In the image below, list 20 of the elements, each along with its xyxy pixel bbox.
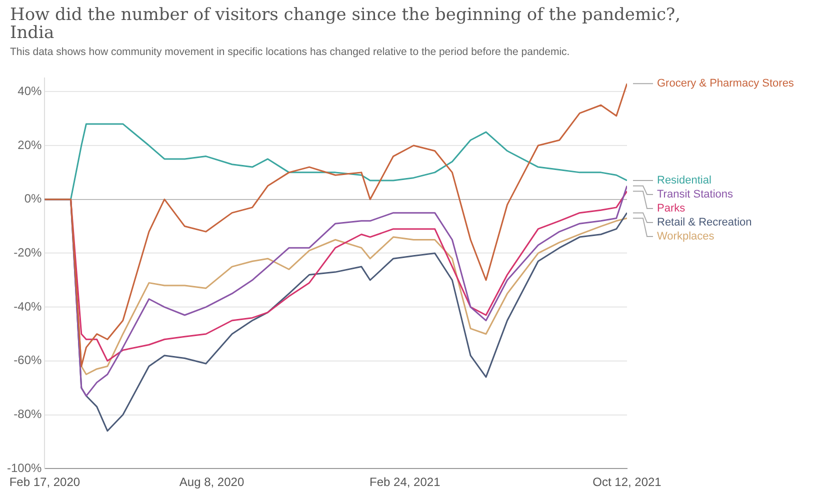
- y-tick-label: -80%: [14, 407, 42, 422]
- y-tick-label: 0%: [24, 192, 42, 206]
- y-tick-label: 40%: [18, 84, 42, 98]
- chart-title: How did the number of visitors change since the beginning of the pandemic?, India: [10, 5, 682, 43]
- x-tick-label: Oct 12, 2021: [592, 475, 662, 490]
- x-tick-label: Feb 24, 2021: [370, 475, 441, 490]
- text: Workplaces: [657, 230, 715, 243]
- text: Parks: [657, 202, 686, 215]
- y-tick-label: -20%: [14, 246, 42, 260]
- chart-subtitle: This data shows how community movement in specific locations has changed relative to the period before the pandemic.: [10, 46, 571, 58]
- text: Transit Stations: [657, 188, 734, 201]
- x-tick-label: Aug 8, 2020: [179, 475, 244, 490]
- y-tick-label: 20%: [18, 138, 42, 152]
- x-tick-label: Feb 17, 2020: [9, 475, 80, 490]
- text: Grocery & Pharmacy Stores: [657, 78, 794, 90]
- y-tick-label: -100%: [7, 460, 42, 475]
- text: Residential: [657, 174, 712, 187]
- y-tick-label: -60%: [14, 353, 42, 368]
- text: Retail & Recreation: [657, 216, 752, 229]
- y-tick-label: -40%: [14, 299, 42, 314]
